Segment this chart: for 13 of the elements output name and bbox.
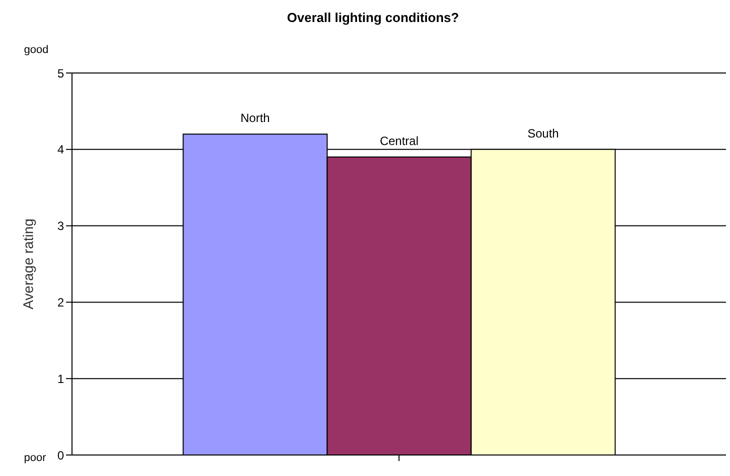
text: poor	[24, 452, 46, 464]
y-axis-title: Average rating	[20, 218, 36, 310]
y-tick-label: 0	[57, 448, 64, 462]
series-label: Central	[380, 134, 419, 148]
y-tick-label: 5	[57, 66, 64, 80]
y-tick-label: 4	[57, 142, 64, 157]
text: good	[24, 44, 48, 56]
series-label: North	[240, 111, 270, 126]
y-tick-label: 3	[57, 219, 64, 234]
y-tick-label: 2	[57, 295, 64, 310]
chart-title: Overall lighting conditions?	[286, 9, 460, 27]
y-tick-label: 1	[57, 372, 64, 386]
series-label: South	[528, 126, 559, 140]
